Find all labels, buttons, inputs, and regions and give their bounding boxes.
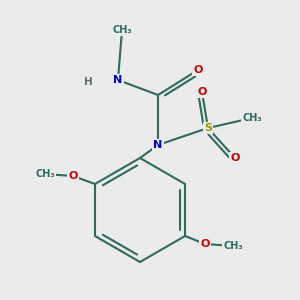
Text: CH₃: CH₃ [242,113,262,123]
Text: N: N [113,75,123,85]
Text: CH₃: CH₃ [112,25,132,35]
Text: CH₃: CH₃ [223,241,243,251]
Text: O: O [68,171,78,181]
Text: O: O [200,239,210,249]
Text: S: S [204,123,212,133]
Text: O: O [197,87,207,97]
Text: O: O [193,65,203,75]
Text: O: O [230,153,240,163]
Text: H: H [84,77,92,87]
Text: CH₃: CH₃ [35,169,55,179]
Text: N: N [153,140,163,150]
